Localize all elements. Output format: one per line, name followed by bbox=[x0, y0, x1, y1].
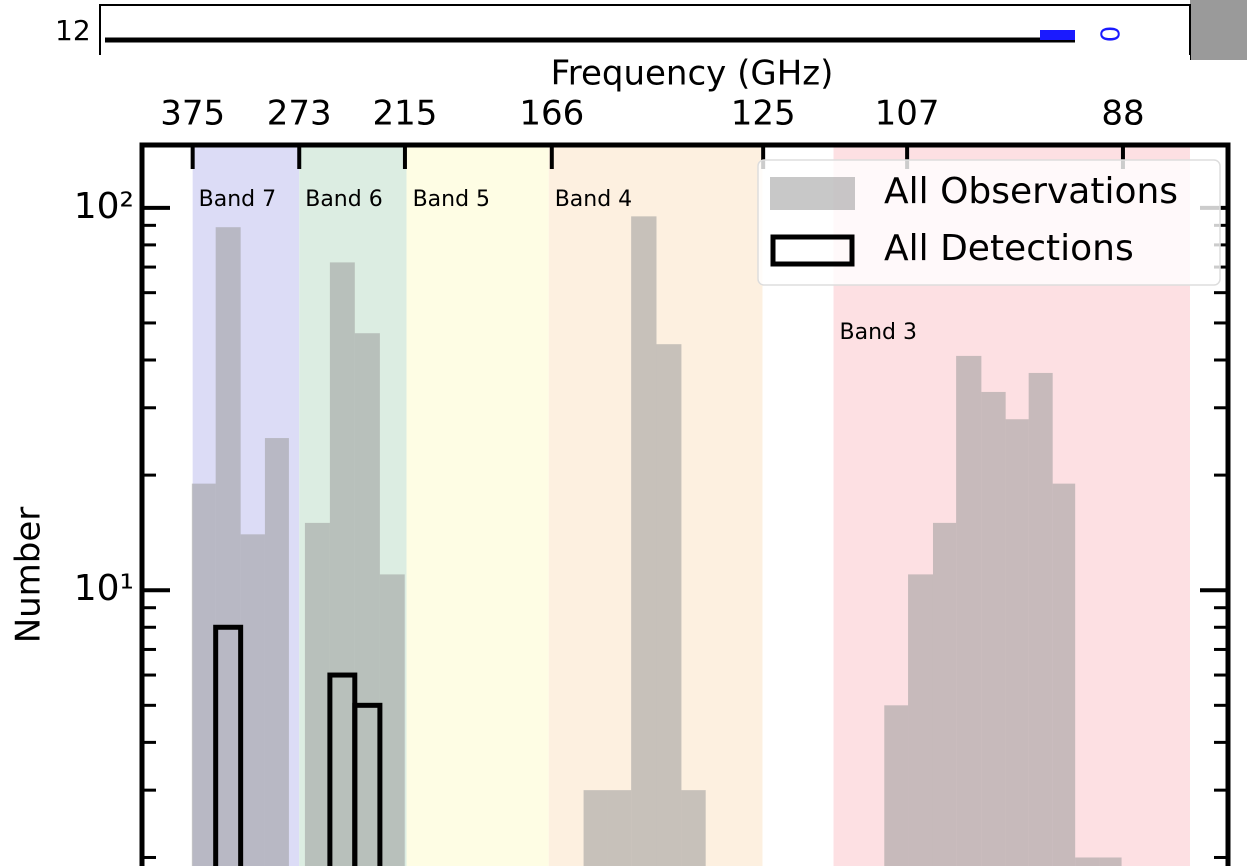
observation-bar bbox=[908, 574, 933, 866]
observation-bar bbox=[1099, 857, 1122, 866]
observation-bar bbox=[191, 483, 216, 866]
band-label: Band 5 bbox=[413, 187, 490, 212]
observation-bar bbox=[607, 790, 632, 866]
legend-label: All Observations bbox=[884, 171, 1178, 212]
observation-bar bbox=[981, 391, 1006, 866]
observation-bar bbox=[304, 522, 330, 866]
band-label: Band 6 bbox=[305, 187, 382, 212]
legend-swatch bbox=[770, 177, 855, 210]
y-tick-label: 10² bbox=[74, 186, 134, 227]
observation-bar bbox=[631, 216, 657, 866]
y-axis-title: Number bbox=[9, 507, 49, 644]
observation-bar bbox=[1028, 372, 1053, 866]
x-tick-label: 107 bbox=[875, 94, 940, 134]
band-label: Band 4 bbox=[555, 187, 632, 212]
observation-bar bbox=[215, 227, 241, 866]
band-label: Band 3 bbox=[840, 320, 917, 345]
legend-swatch bbox=[770, 234, 855, 267]
observation-bar bbox=[932, 522, 957, 866]
detection-bar bbox=[213, 624, 244, 866]
observation-bar bbox=[884, 705, 909, 866]
observation-bar bbox=[354, 333, 380, 866]
x-tick-label: 273 bbox=[267, 94, 332, 134]
observation-bar bbox=[1005, 419, 1029, 866]
observation-bar bbox=[1075, 857, 1100, 866]
plot-area: Band 7 Band 6 Band 5 Band 4 Band 3 375 273 215 1… bbox=[74, 94, 1231, 866]
observation-bar bbox=[1052, 483, 1076, 866]
detection-bar bbox=[352, 702, 383, 866]
observation-bar bbox=[240, 534, 265, 866]
observation-bar bbox=[681, 790, 706, 866]
background-image bbox=[1190, 0, 1247, 60]
x-tick-label: 215 bbox=[372, 94, 437, 134]
observation-bar bbox=[329, 262, 355, 866]
background-mark bbox=[1040, 30, 1075, 40]
y-tick-label: 10¹ bbox=[74, 568, 134, 609]
band-region bbox=[406, 145, 549, 866]
legend-label: All Detections bbox=[884, 228, 1134, 269]
observation-bar bbox=[264, 438, 289, 866]
legend-box bbox=[757, 159, 1221, 286]
x-axis-title: Frequency (GHz) bbox=[551, 54, 834, 94]
band-label: Band 7 bbox=[199, 187, 276, 212]
x-tick-label: 166 bbox=[519, 94, 584, 134]
observation-bar bbox=[583, 790, 608, 866]
background-label: 12 bbox=[55, 14, 91, 47]
observation-bar bbox=[656, 344, 682, 866]
observation-bar bbox=[379, 574, 405, 866]
x-tick-label: 88 bbox=[1101, 94, 1144, 134]
plot-frame bbox=[139, 142, 1231, 866]
x-tick-label: 375 bbox=[160, 94, 225, 134]
background-label: 0 bbox=[1094, 26, 1124, 43]
observation-bar bbox=[956, 355, 982, 866]
x-tick-label: 125 bbox=[731, 94, 796, 134]
